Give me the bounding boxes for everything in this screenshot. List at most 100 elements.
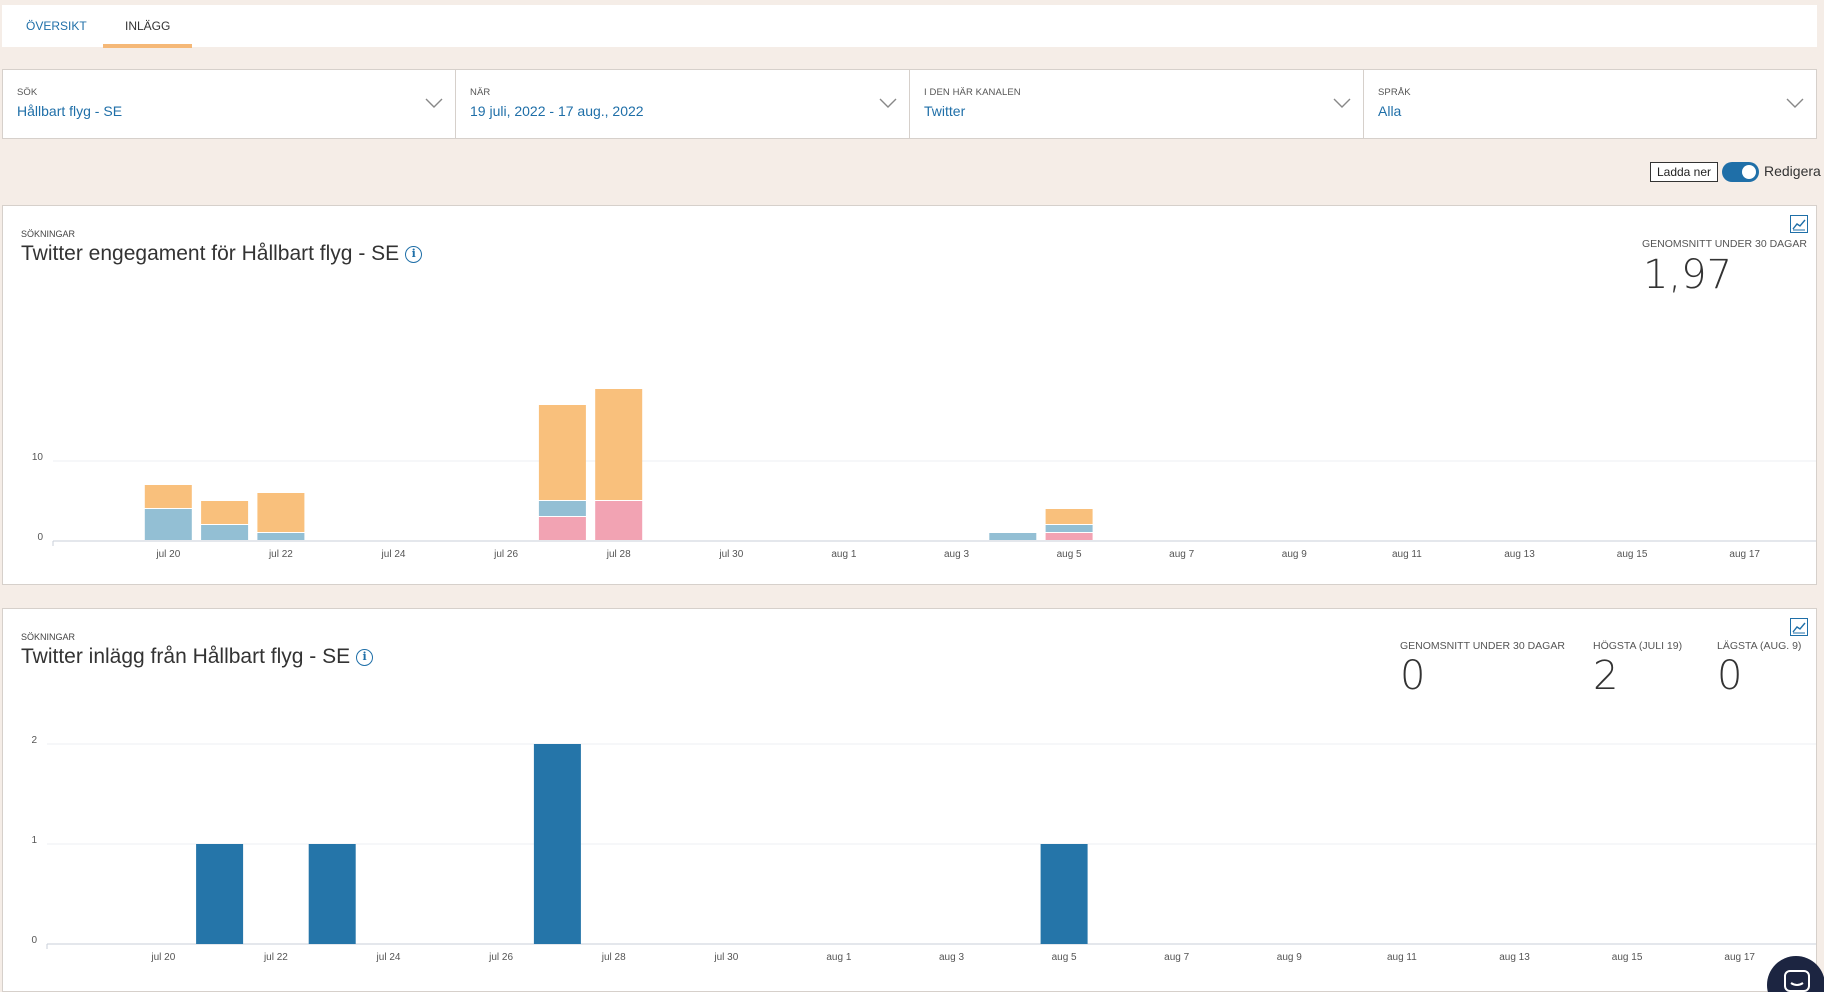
y-tick-label: 1 bbox=[31, 835, 37, 846]
line-chart-icon[interactable] bbox=[1790, 618, 1808, 636]
edit-toggle[interactable] bbox=[1722, 162, 1759, 182]
x-tick-label: aug 15 bbox=[1617, 549, 1648, 560]
chat-icon bbox=[1784, 970, 1810, 992]
download-button[interactable]: Ladda ner bbox=[1650, 162, 1718, 182]
x-tick-label: aug 3 bbox=[944, 549, 969, 560]
filter-value: Hållbart flyg - SE bbox=[17, 103, 123, 119]
x-tick-label: jul 22 bbox=[263, 952, 288, 963]
x-tick-label: aug 11 bbox=[1392, 549, 1422, 560]
x-tick-label: aug 7 bbox=[1164, 952, 1189, 963]
bar[interactable] bbox=[533, 744, 581, 944]
stat-label: GENOMSNITT UNDER 30 DAGAR bbox=[1642, 238, 1807, 250]
bar[interactable] bbox=[201, 501, 249, 524]
filter-bar: SÖK Hållbart flyg - SE NÄR 19 juli, 2022… bbox=[2, 69, 1817, 139]
x-tick-label: aug 5 bbox=[1052, 952, 1077, 963]
channel-filter-dropdown[interactable]: I DEN HÄR KANALEN Twitter bbox=[910, 70, 1364, 138]
x-tick-label: jul 28 bbox=[606, 549, 631, 560]
engagement-panel: SÖKNINGAR Twitter engegament för Hållbar… bbox=[2, 205, 1817, 585]
stat-label: HÖGSTA (JULI 19) bbox=[1593, 640, 1683, 652]
bar[interactable] bbox=[196, 844, 244, 944]
bar[interactable] bbox=[595, 501, 643, 540]
x-tick-label: aug 15 bbox=[1612, 952, 1643, 963]
info-icon[interactable]: i bbox=[405, 246, 423, 263]
stat-label: LÄGSTA (AUG. 9) bbox=[1717, 640, 1802, 652]
y-tick-label: 2 bbox=[31, 735, 37, 746]
panel-eyebrow: SÖKNINGAR bbox=[21, 229, 76, 239]
x-tick-label: aug 13 bbox=[1504, 549, 1535, 560]
panel-title: Twitter inlägg från Hållbart flyg - SE i bbox=[21, 645, 374, 669]
x-tick-label: jul 26 bbox=[493, 549, 518, 560]
bar[interactable] bbox=[538, 501, 586, 516]
y-tick-label: 0 bbox=[37, 532, 43, 543]
bar[interactable] bbox=[144, 509, 192, 540]
x-tick-label: jul 22 bbox=[268, 549, 293, 560]
bar[interactable] bbox=[538, 405, 586, 500]
date-filter-dropdown[interactable]: NÄR 19 juli, 2022 - 17 aug., 2022 bbox=[456, 70, 910, 138]
x-tick-label: aug 7 bbox=[1169, 549, 1194, 560]
bar[interactable] bbox=[538, 517, 586, 540]
filter-value: 19 juli, 2022 - 17 aug., 2022 bbox=[470, 103, 644, 119]
stat-value: 0 bbox=[1400, 653, 1426, 699]
filter-label: SPRÅK bbox=[1378, 87, 1411, 98]
x-tick-label: jul 20 bbox=[155, 549, 180, 560]
chevron-down-icon bbox=[879, 98, 897, 108]
posts-chart: 0 1 2 jul 20 jul 22 jul 24 jul 26 jul 28 jul 30 a… bbox=[31, 735, 1816, 963]
x-tick-label: aug 11 bbox=[1387, 952, 1417, 963]
stat-value: 2 bbox=[1593, 653, 1619, 699]
bar[interactable] bbox=[989, 533, 1037, 540]
engagement-chart: 0 10 jul 20 jul 22 jul 24 jul 26 jul 28 jul 30 a… bbox=[32, 389, 1816, 560]
bar[interactable] bbox=[201, 525, 249, 540]
x-tick-label: jul 26 bbox=[488, 952, 513, 963]
filter-value: Alla bbox=[1378, 103, 1402, 119]
x-tick-label: aug 5 bbox=[1057, 549, 1082, 560]
line-chart-icon[interactable] bbox=[1790, 215, 1808, 233]
panel-title: Twitter engegament för Hållbart flyg - S… bbox=[21, 242, 423, 266]
info-icon[interactable]: i bbox=[356, 649, 374, 666]
panel-title-text: Twitter inlägg från Hållbart flyg - SE bbox=[21, 645, 351, 668]
toggle-knob bbox=[1742, 165, 1756, 179]
x-tick-label: jul 28 bbox=[601, 952, 626, 963]
x-tick-label: jul 24 bbox=[376, 952, 401, 963]
bar[interactable] bbox=[1045, 509, 1093, 524]
chat-launcher-button[interactable] bbox=[1767, 956, 1824, 992]
chevron-down-icon bbox=[1786, 98, 1804, 108]
x-tick-label: jul 20 bbox=[150, 952, 175, 963]
x-tick-label: aug 9 bbox=[1282, 549, 1307, 560]
bar[interactable] bbox=[1045, 525, 1093, 532]
bar[interactable] bbox=[1040, 844, 1088, 944]
tab-bar: ÖVERSIKT INLÄGG bbox=[2, 5, 1817, 48]
panel-eyebrow: SÖKNINGAR bbox=[21, 632, 76, 642]
x-tick-label: aug 13 bbox=[1499, 952, 1530, 963]
filter-label: SÖK bbox=[17, 87, 38, 98]
x-tick-label: jul 24 bbox=[381, 549, 406, 560]
stat-value: 0 bbox=[1717, 653, 1743, 699]
x-tick-label: aug 1 bbox=[826, 952, 851, 963]
bar[interactable] bbox=[308, 844, 356, 944]
stat-value: 1,97 bbox=[1643, 252, 1733, 298]
bar[interactable] bbox=[144, 485, 192, 508]
chevron-down-icon bbox=[1333, 98, 1351, 108]
language-filter-dropdown[interactable]: SPRÅK Alla bbox=[1364, 70, 1816, 138]
y-tick-label: 0 bbox=[31, 935, 37, 946]
filter-label: I DEN HÄR KANALEN bbox=[924, 87, 1021, 98]
bar[interactable] bbox=[257, 533, 305, 540]
chevron-down-icon bbox=[425, 98, 443, 108]
bar[interactable] bbox=[257, 493, 305, 532]
x-tick-label: jul 30 bbox=[713, 952, 738, 963]
x-tick-label: aug 1 bbox=[831, 549, 856, 560]
x-tick-label: jul 30 bbox=[718, 549, 743, 560]
filter-label: NÄR bbox=[470, 87, 491, 98]
y-tick-label: 10 bbox=[32, 452, 44, 463]
tab-inlagg[interactable]: INLÄGG bbox=[103, 5, 193, 48]
panel-title-text: Twitter engegament för Hållbart flyg - S… bbox=[21, 242, 400, 265]
bar[interactable] bbox=[595, 389, 643, 500]
x-tick-label: aug 3 bbox=[939, 952, 964, 963]
search-filter-dropdown[interactable]: SÖK Hållbart flyg - SE bbox=[3, 70, 456, 138]
posts-panel: SÖKNINGAR Twitter inlägg från Hållbart f… bbox=[2, 608, 1817, 992]
tab-oversikt[interactable]: ÖVERSIKT bbox=[26, 19, 87, 33]
x-tick-label: aug 17 bbox=[1724, 952, 1755, 963]
bar[interactable] bbox=[1045, 533, 1093, 540]
edit-label: Redigera bbox=[1764, 163, 1821, 179]
x-tick-label: aug 17 bbox=[1729, 549, 1760, 560]
x-tick-label: aug 9 bbox=[1277, 952, 1302, 963]
